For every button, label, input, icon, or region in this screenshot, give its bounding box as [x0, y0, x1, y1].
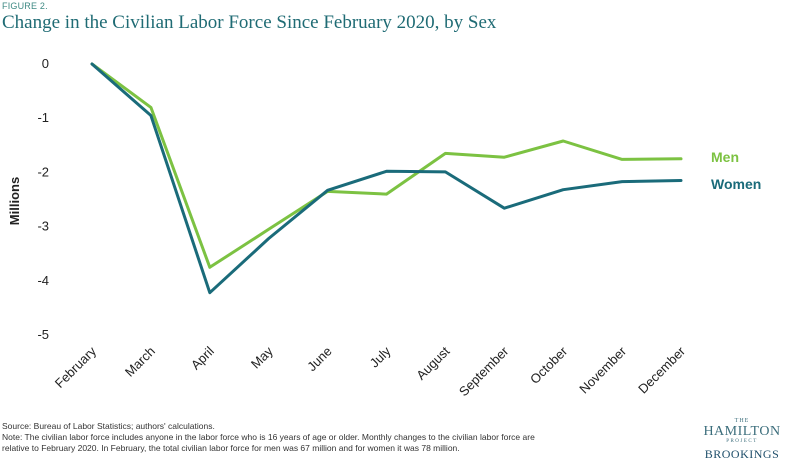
- y-axis-label: Millions: [7, 177, 22, 225]
- footnote: Source: Bureau of Labor Statistics; auth…: [2, 421, 662, 454]
- series-lines: [90, 62, 683, 295]
- series-line-men: [90, 62, 683, 269]
- y-tick-label: -4: [37, 273, 49, 288]
- x-tick-label: November: [576, 343, 629, 396]
- x-tick-label: March: [122, 344, 158, 380]
- figure-label: FIGURE 2.: [2, 1, 48, 11]
- source-text: Source: Bureau of Labor Statistics; auth…: [2, 421, 215, 431]
- x-tick-label: May: [248, 343, 276, 371]
- x-tick-label: September: [456, 343, 512, 399]
- x-tick-label: December: [635, 343, 688, 396]
- logo-hamilton: HAMILTON: [703, 424, 781, 439]
- legend-label-women: Women: [711, 176, 761, 192]
- x-tick-label: October: [527, 343, 571, 387]
- x-tick-label: July: [367, 343, 394, 370]
- y-tick-label: -5: [37, 327, 49, 342]
- x-tick-label: August: [413, 343, 452, 382]
- legend: Men Women: [711, 149, 761, 192]
- logo-brookings: BROOKINGS: [704, 447, 780, 461]
- x-tick-label: June: [304, 344, 335, 375]
- series-line-women: [90, 62, 683, 295]
- logo-project: PROJECT: [726, 439, 758, 444]
- y-tick-label: -3: [37, 219, 49, 234]
- y-tick-label: -1: [37, 110, 49, 125]
- note-line-2: relative to February 2020. In February, …: [2, 443, 460, 453]
- logo-the: THE: [734, 418, 750, 424]
- legend-label-men: Men: [711, 149, 739, 165]
- y-tick-label: 0: [42, 56, 49, 71]
- y-axis-ticks: 0 -1 -2 -3 -4 -5: [37, 56, 49, 342]
- x-tick-label: April: [188, 343, 217, 372]
- x-tick-label: February: [52, 343, 100, 391]
- chart-title: Change in the Civilian Labor Force Since…: [2, 12, 497, 33]
- x-axis-ticks: February March April May June July August Septe…: [52, 343, 689, 399]
- note-line-1: Note: The civilian labor force includes …: [2, 432, 535, 442]
- hamilton-brookings-logo: THE HAMILTON PROJECT BROOKINGS: [692, 418, 792, 461]
- y-tick-label: -2: [37, 164, 49, 179]
